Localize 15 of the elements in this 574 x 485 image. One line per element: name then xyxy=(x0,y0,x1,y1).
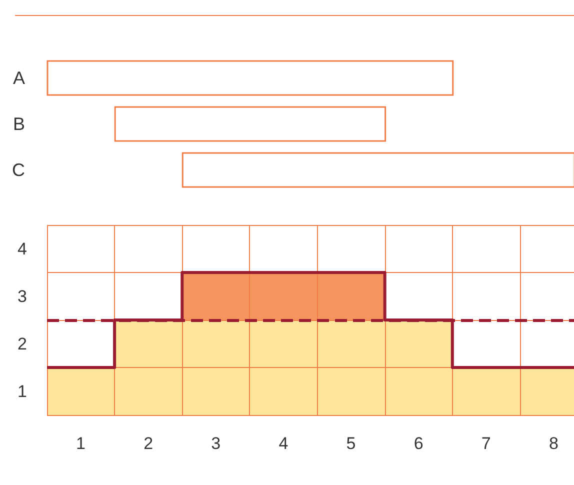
y-tick-label: 2 xyxy=(18,334,27,354)
y-tick-label: C xyxy=(12,160,25,180)
y-tick-label: 4 xyxy=(18,239,27,258)
x-tick-label: 1 xyxy=(76,434,86,453)
x-tick-label: 6 xyxy=(414,434,424,453)
x-tick-label: 8 xyxy=(548,434,558,453)
x-tick-label: 5 xyxy=(346,434,356,453)
y-tick-label: B xyxy=(12,114,25,134)
x-tick-label: 4 xyxy=(278,434,288,453)
y-tick-label: 3 xyxy=(18,286,27,306)
y-tick-label: 1 xyxy=(18,382,27,401)
x-tick-label: 3 xyxy=(211,434,221,453)
x-tick-label: 7 xyxy=(481,434,491,453)
x-tick-label: 2 xyxy=(144,434,154,453)
y-tick-label: A xyxy=(12,68,25,88)
